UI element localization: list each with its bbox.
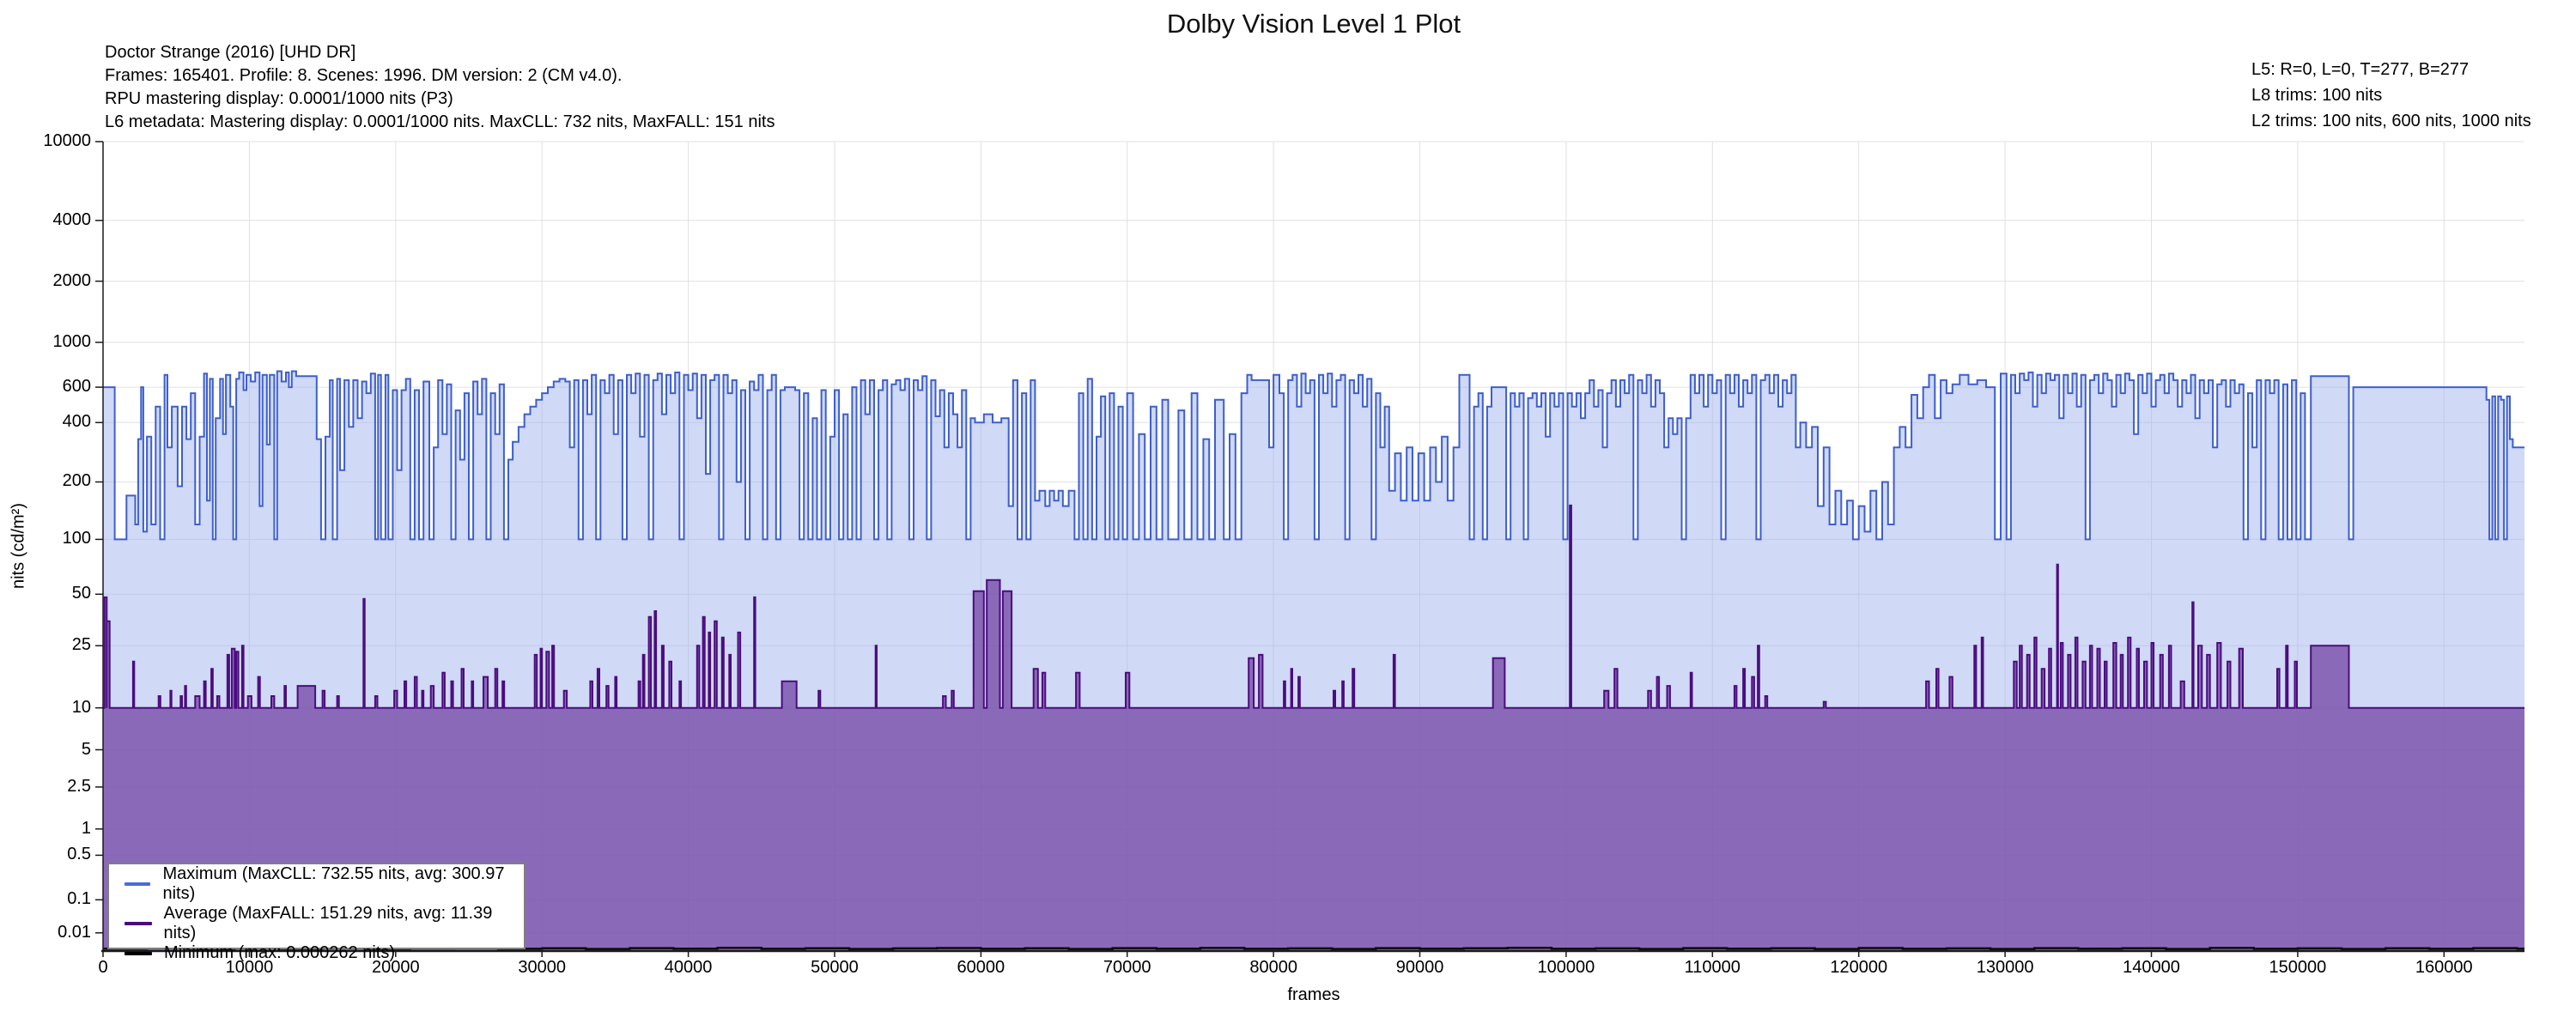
metadata-block: Doctor Strange (2016) [UHD DR] Frames: 1… bbox=[105, 41, 775, 134]
x-tick-label: 10000 bbox=[225, 958, 274, 977]
x-tick-label: 130000 bbox=[1976, 958, 2034, 977]
x-tick-label: 120000 bbox=[1830, 958, 1888, 977]
trims-block: L5: R=0, L=0, T=277, B=277 L8 trims: 100… bbox=[2251, 57, 2531, 134]
x-tick-label: 40000 bbox=[664, 958, 713, 977]
legend-item-maximum: Maximum (MaxCLL: 732.55 nits, avg: 300.9… bbox=[125, 864, 524, 904]
x-tick-label: 100000 bbox=[1537, 958, 1595, 977]
y-tick-label: 0.5 bbox=[67, 845, 91, 864]
x-tick-label: 90000 bbox=[1395, 958, 1444, 977]
y-tick-label: 1000 bbox=[52, 331, 92, 351]
metadata-line-l6: L6 metadata: Mastering display: 0.0001/1… bbox=[105, 112, 775, 131]
x-tick-label: 0 bbox=[98, 958, 108, 977]
metadata-line-rpu: RPU mastering display: 0.0001/1000 nits … bbox=[105, 89, 453, 108]
y-tick-label: 100 bbox=[62, 529, 91, 548]
legend-label-maximum: Maximum (MaxCLL: 732.55 nits, avg: 300.9… bbox=[162, 864, 505, 903]
y-tick-label: 0.1 bbox=[67, 889, 91, 909]
y-tick-label: 0.01 bbox=[58, 922, 91, 942]
legend-label-average: Average (MaxFALL: 151.29 nits, avg: 11.3… bbox=[163, 904, 493, 942]
trims-line-l2: L2 trims: 100 nits, 600 nits, 1000 nits bbox=[2251, 112, 2531, 130]
x-tick-label: 150000 bbox=[2269, 958, 2327, 977]
maximum-series-line bbox=[103, 370, 2524, 541]
average-series-area bbox=[103, 505, 2524, 950]
x-tick-label: 30000 bbox=[518, 958, 566, 977]
x-tick-label: 50000 bbox=[811, 958, 859, 977]
y-tick-label: 25 bbox=[71, 635, 91, 655]
metadata-line-frames: Frames: 165401. Profile: 8. Scenes: 1996… bbox=[105, 66, 623, 85]
x-tick-label: 110000 bbox=[1684, 958, 1741, 977]
y-tick-label: 10 bbox=[71, 697, 91, 717]
x-axis-label: frames bbox=[1287, 985, 1340, 1004]
y-tick-label: 5 bbox=[81, 739, 91, 759]
metadata-line-title: Doctor Strange (2016) [UHD DR] bbox=[105, 43, 356, 62]
trims-line-l5: L5: R=0, L=0, T=277, B=277 bbox=[2251, 60, 2470, 79]
x-tick-label: 70000 bbox=[1103, 958, 1151, 977]
legend-label-minimum: Minimum (max: 0.000262 nits) bbox=[164, 943, 395, 962]
y-tick-label: 10000 bbox=[43, 131, 91, 150]
legend-box: Maximum (MaxCLL: 732.55 nits, avg: 300.9… bbox=[107, 863, 526, 962]
y-tick-label: 400 bbox=[62, 412, 91, 432]
x-tick-label: 160000 bbox=[2415, 958, 2473, 977]
y-tick-label: 2000 bbox=[52, 270, 92, 290]
x-tick-label: 60000 bbox=[957, 958, 1005, 977]
y-tick-label: 2.5 bbox=[67, 776, 91, 796]
legend-item-minimum: Minimum (max: 0.000262 nits) bbox=[125, 943, 524, 963]
trims-line-l8: L8 trims: 100 nits bbox=[2251, 86, 2383, 105]
maximum-swatch-icon bbox=[125, 882, 151, 886]
x-tick-label: 140000 bbox=[2123, 958, 2180, 977]
y-tick-label: 4000 bbox=[52, 209, 92, 229]
y-tick-label: 1 bbox=[81, 818, 91, 838]
y-tick-label: 50 bbox=[71, 584, 91, 603]
y-tick-label: 200 bbox=[62, 471, 91, 491]
x-tick-label: 80000 bbox=[1249, 958, 1297, 977]
axes bbox=[95, 141, 2524, 957]
average-swatch-icon bbox=[125, 922, 152, 925]
page-title: Dolby Vision Level 1 Plot bbox=[1166, 9, 1461, 39]
minimum-swatch-icon bbox=[125, 951, 152, 955]
y-tick-label: 600 bbox=[62, 377, 91, 397]
x-tick-label: 20000 bbox=[371, 958, 420, 977]
average-series-line bbox=[103, 504, 2524, 709]
legend-item-average: Average (MaxFALL: 151.29 nits, avg: 11.3… bbox=[125, 904, 524, 943]
